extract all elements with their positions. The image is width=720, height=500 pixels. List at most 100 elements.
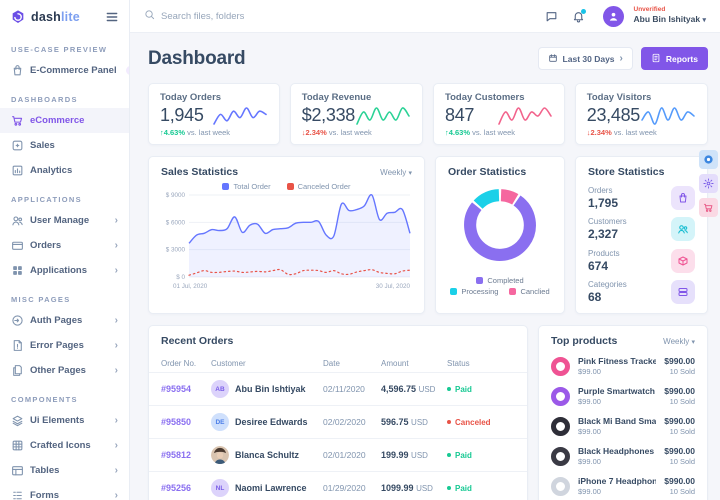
sidebar-item[interactable]: Applications › [0, 258, 129, 283]
order-number-link[interactable]: #95812 [161, 450, 192, 460]
product-list-item[interactable]: Black Headphones $99.00 $990.00 10 Sold [539, 441, 707, 471]
sidebar-item[interactable]: Tables › [0, 458, 129, 483]
legend-swatch [476, 277, 484, 284]
user-menu[interactable]: Unverified Abu Bin Ishityak ▾ [634, 6, 706, 25]
sidebar-item[interactable]: Other Pages › [0, 358, 129, 383]
stat-card-change: ↓2.34% vs. last week [302, 128, 411, 137]
sidebar-item-icon [11, 164, 24, 177]
sidebar-item[interactable]: Crafted Icons › [0, 433, 129, 458]
notifications-button[interactable] [572, 8, 586, 23]
theme-toggle-button[interactable] [699, 150, 718, 169]
sidebar-section-items: Auth Pages › Error Pages › Other Pages [0, 308, 129, 383]
product-list-item[interactable]: Black Mi Band Smartwatch $99.00 $990.00 … [539, 411, 707, 441]
sidebar-item[interactable]: Auth Pages › [0, 308, 129, 333]
sidebar-item[interactable]: Error Pages › [0, 333, 129, 358]
sales-statistics-panel: Sales Statistics Weekly ▾ Total Order Ca… [148, 156, 425, 314]
main-area: Unverified Abu Bin Ishityak ▾ Dashboard … [130, 0, 720, 500]
products-period-dropdown[interactable]: Weekly ▾ [663, 336, 695, 346]
chevron-right-icon: › [114, 339, 118, 351]
brand-name-bold: dash [31, 9, 61, 24]
sidebar-item-label: User Manage [30, 215, 90, 226]
product-list-item[interactable]: iPhone 7 Headphones $99.00 $990.00 10 So… [539, 471, 707, 500]
order-donut-chart [464, 189, 536, 261]
sidebar-item[interactable]: Forms › [0, 483, 129, 500]
trend-arrow-icon: ↑ [160, 128, 164, 137]
search-icon [144, 7, 155, 25]
sparkline-chart [497, 106, 552, 125]
product-list-item[interactable]: Pink Fitness Tracker $99.00 $990.00 10 S… [539, 351, 707, 381]
table-column-header: Order No. [161, 358, 197, 368]
product-name: Purple Smartwatch [578, 386, 655, 396]
chevron-right-icon: › [114, 414, 118, 426]
sales-period-dropdown[interactable]: Weekly ▾ [380, 167, 412, 177]
search-input[interactable] [161, 10, 341, 22]
sidebar-item[interactable]: User Manage › [0, 208, 129, 233]
table-body: #95954 AB Abu Bin Ishtiyak 02/11/2020 4,… [149, 373, 527, 500]
date-range-button[interactable]: Last 30 Days › [537, 47, 633, 70]
legend-swatch [222, 183, 230, 190]
status-dot-icon [447, 387, 451, 391]
table-row[interactable]: #95850 DE Desiree Edwards 02/02/2020 596… [149, 406, 527, 439]
legend-item: Total Order [222, 182, 271, 191]
sidebar-item[interactable]: eCommerce [0, 108, 129, 133]
page-title: Dashboard [148, 47, 246, 69]
reports-label: Reports [665, 53, 698, 64]
product-price: $99.00 [578, 397, 601, 406]
sidebar-item[interactable]: Sales [0, 133, 129, 158]
stat-card-title: Today Orders [160, 92, 222, 103]
store-stat-label: Orders [588, 185, 613, 195]
table-column-header: Status [447, 358, 470, 368]
sidebar: dashlite USE-CASE PREVIEW E-Commerce Pan… [0, 0, 130, 500]
table-row[interactable]: #95256 NL Naomi Lawrence 01/29/2020 1099… [149, 472, 527, 500]
product-total: $990.00 [664, 446, 695, 456]
brand-name[interactable]: dashlite [31, 10, 80, 24]
sidebar-item-icon [11, 489, 24, 500]
sidebar-item-label: Applications [30, 265, 88, 276]
store-stat-value: 1,795 [588, 195, 619, 210]
sidebar-item[interactable]: Orders › [0, 233, 129, 258]
settings-button[interactable] [699, 174, 718, 193]
status-badge: Paid [447, 484, 515, 493]
avatar: AB [211, 380, 229, 398]
store-stat-icon [671, 248, 695, 273]
order-amount: 1099.99 USD [381, 483, 433, 493]
sidebar-item-label: Crafted Icons [30, 440, 91, 451]
sidebar-nav: USE-CASE PREVIEW E-Commerce Panel HOT DA… [0, 33, 129, 500]
sidebar-item[interactable]: Analytics [0, 158, 129, 183]
order-date: 02/11/2020 [323, 384, 365, 394]
sidebar-section: DASHBOARDS eCommerce Sales [0, 83, 129, 183]
change-percent: 2.34% [305, 128, 327, 137]
menu-toggle-icon[interactable] [105, 10, 119, 24]
product-price: $99.00 [578, 457, 601, 466]
sidebar-item[interactable]: Ui Elements › [0, 408, 129, 433]
chevron-icon: › [619, 53, 623, 64]
store-stat-row: Orders 1,795 [588, 185, 695, 210]
purchase-button[interactable] [699, 198, 718, 217]
search-bar [144, 7, 531, 25]
donut-legend: Completed Processing Canclied [448, 276, 552, 296]
sidebar-item-label: Error Pages [30, 340, 84, 351]
table-row[interactable]: #95954 AB Abu Bin Ishtiyak 02/11/2020 4,… [149, 373, 527, 406]
order-number-link[interactable]: #95954 [161, 384, 192, 394]
reports-button[interactable]: Reports [640, 47, 708, 70]
sidebar-section: COMPONENTS Ui Elements › Crafted Icons [0, 383, 129, 500]
customer-name: Blanca Schultz [235, 450, 300, 460]
order-date: 02/01/2020 [323, 450, 366, 460]
sidebar-section: USE-CASE PREVIEW E-Commerce Panel HOT [0, 33, 129, 83]
table-row[interactable]: #95812 Blanca Schultz 02/01/2020 199.99 … [149, 439, 527, 472]
product-list-item[interactable]: Purple Smartwatch $99.00 $990.00 10 Sold [539, 381, 707, 411]
change-note: vs. last week [472, 128, 516, 137]
chevron-right-icon: › [114, 364, 118, 376]
order-number-link[interactable]: #95850 [161, 417, 192, 427]
sidebar-item[interactable]: E-Commerce Panel HOT [0, 58, 129, 83]
sparkline-chart [212, 106, 267, 125]
sidebar-item-label: Other Pages [30, 365, 86, 376]
chevron-down-icon: ▾ [408, 169, 412, 177]
messages-button[interactable] [545, 10, 558, 23]
user-avatar[interactable] [602, 5, 624, 27]
sidebar-item-icon [11, 414, 24, 427]
sidebar-item-icon [11, 64, 24, 77]
sidebar-item-icon [11, 114, 24, 127]
order-number-link[interactable]: #95256 [161, 483, 192, 493]
